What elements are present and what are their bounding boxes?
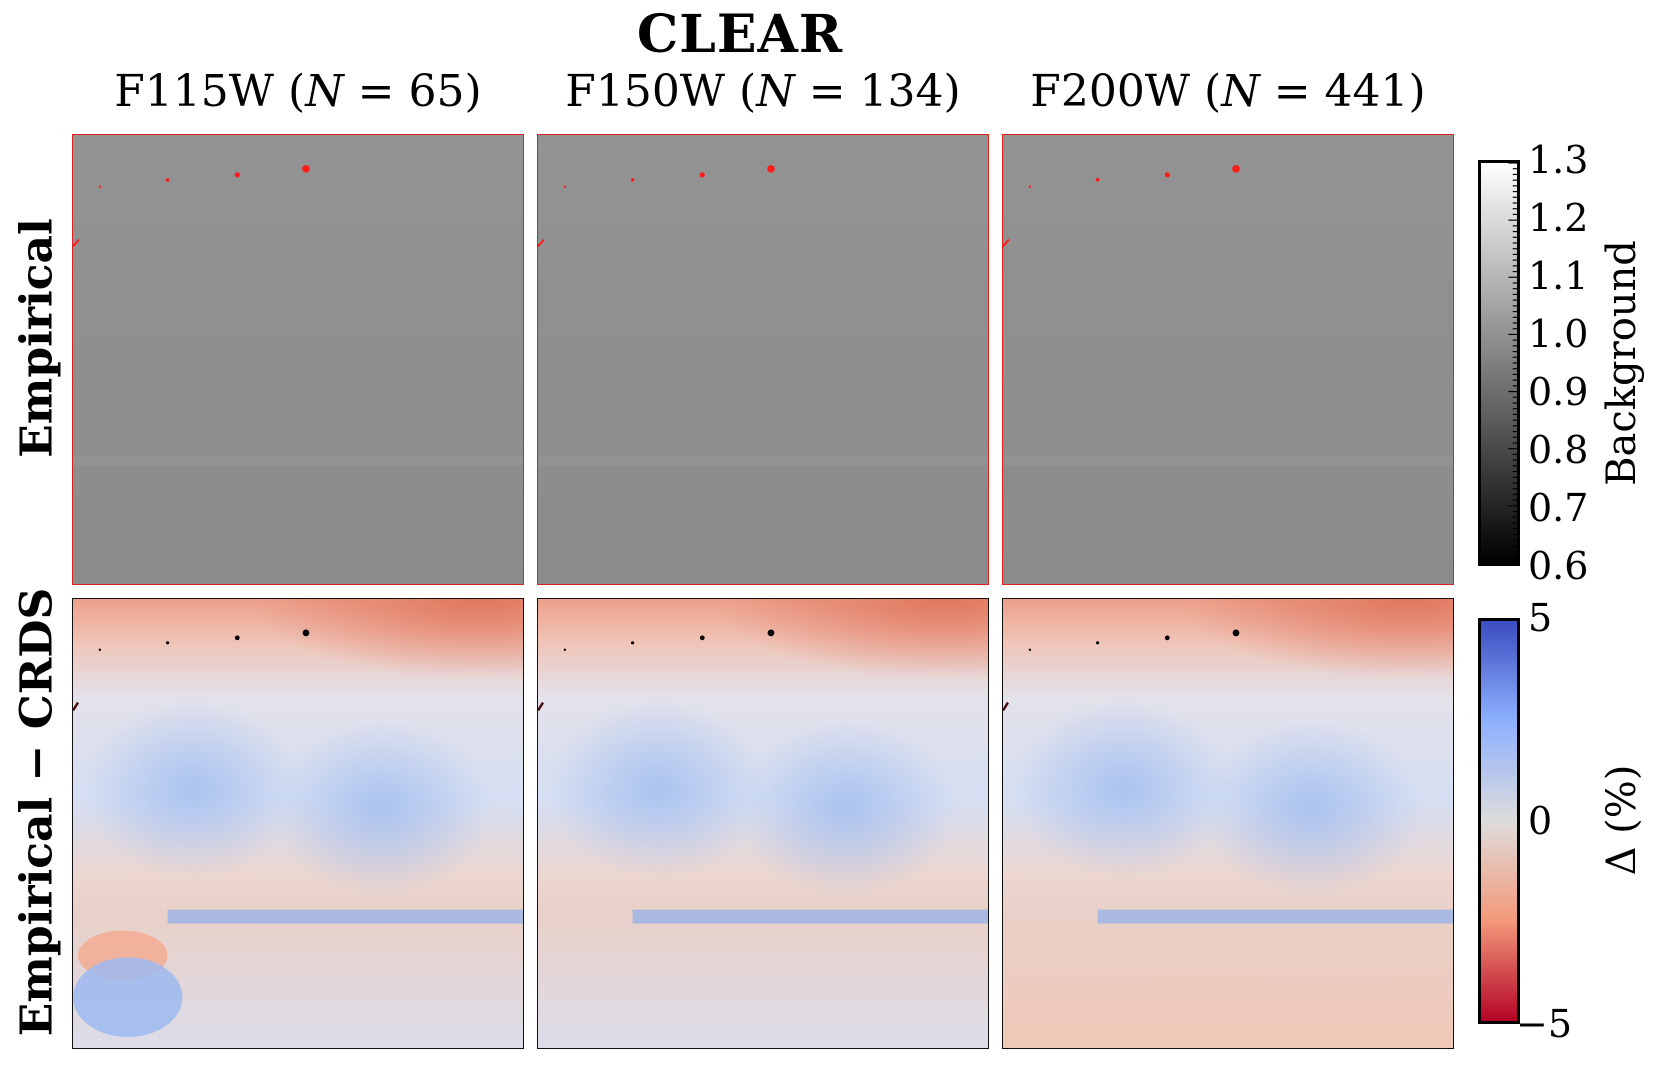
colorbar-background-tick: 0.6 [1528, 544, 1589, 588]
colorbar-delta-tick: −5 [1516, 1002, 1573, 1046]
column-header-f115w: F115W (N = 65) [114, 66, 482, 117]
colorbar-delta [1478, 618, 1520, 1024]
figure-title: CLEAR [636, 4, 844, 65]
colorbar-delta-tick: 5 [1528, 596, 1553, 640]
colorbar-background [1478, 160, 1520, 566]
colorbar-delta-label: Δ (%) [1599, 764, 1645, 876]
row-label-empirical: Empirical [11, 218, 63, 458]
colorbar-background-tick: 1.0 [1528, 312, 1589, 356]
colorbar-background-tick: 0.7 [1528, 486, 1589, 530]
empirical-panel-f150w [537, 134, 989, 585]
empirical-panel-f115w [72, 134, 524, 585]
column-header-f200w: F200W (N = 441) [1030, 66, 1426, 117]
colorbar-background-tick: 1.2 [1528, 196, 1589, 240]
colorbar-background-tick: 1.3 [1528, 138, 1589, 182]
difference-panel-f200w [1002, 598, 1454, 1049]
colorbar-background-tick: 0.9 [1528, 370, 1589, 414]
colorbar-background-tick: 1.1 [1528, 254, 1589, 298]
difference-panel-f115w [72, 598, 524, 1049]
colorbar-background-label: Background [1599, 240, 1645, 486]
colorbar-delta-tick: 0 [1528, 799, 1553, 843]
difference-panel-f150w [537, 598, 989, 1049]
row-label-empirical-minus-crds: Empirical − CRDS [11, 587, 63, 1037]
empirical-panel-f200w [1002, 134, 1454, 585]
column-header-f150w: F150W (N = 134) [565, 66, 961, 117]
colorbar-background-tick: 0.8 [1528, 428, 1589, 472]
